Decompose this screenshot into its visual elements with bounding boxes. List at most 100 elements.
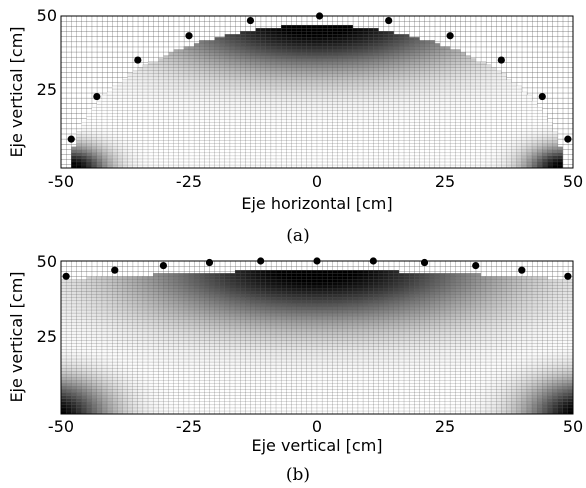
heatmap-cell: [490, 140, 497, 144]
heatmap-cell: [163, 152, 169, 157]
heatmap-cell: [301, 97, 307, 102]
heatmap-cell: [209, 346, 215, 350]
heatmap-cell: [173, 91, 179, 96]
heatmap-cell: [424, 155, 430, 160]
heatmap-cell: [255, 119, 261, 123]
heatmap-cell: [168, 346, 174, 350]
heatmap-cell: [137, 107, 144, 111]
heatmap-cell: [444, 143, 451, 147]
heatmap-cell: [204, 315, 210, 320]
heatmap-cell: [142, 97, 149, 102]
heatmap-cell: [506, 125, 512, 129]
heatmap-cell: [158, 383, 164, 387]
heatmap-cell: [240, 58, 246, 62]
heatmap-cell: [373, 122, 379, 126]
heatmap-cell: [219, 389, 226, 393]
heatmap-cell: [147, 364, 154, 369]
heatmap-cell: [229, 131, 236, 135]
heatmap-cell: [337, 128, 343, 132]
heatmap-cell: [127, 380, 133, 384]
heatmap-cell: [229, 128, 236, 132]
heatmap-cell: [449, 100, 456, 105]
heatmap-cell: [408, 152, 415, 157]
heatmap-cell: [449, 85, 456, 90]
heatmap-cell: [209, 325, 215, 329]
heatmap-cell: [152, 352, 159, 357]
heatmap-cell: [127, 276, 133, 280]
heatmap-cell: [383, 94, 389, 99]
heatmap-cell: [168, 358, 174, 363]
heatmap-cell: [209, 340, 215, 344]
heatmap-cell: [147, 122, 154, 126]
heatmap-cell: [168, 352, 174, 357]
heatmap-cell: [352, 82, 359, 87]
heatmap-cell: [460, 161, 466, 166]
heatmap-cell: [511, 158, 517, 163]
heatmap-cell: [173, 361, 179, 366]
heatmap-cell: [270, 125, 277, 129]
heatmap-cell: [368, 100, 374, 105]
heatmap-cell: [506, 161, 512, 166]
heatmap-cell: [316, 110, 323, 114]
heatmap-cell: [434, 49, 441, 53]
heatmap-cell: [506, 94, 512, 99]
heatmap-cell: [327, 85, 333, 90]
heatmap-cell: [352, 73, 359, 78]
heatmap-cell: [368, 73, 374, 78]
heatmap-cell: [117, 404, 123, 409]
heatmap-cell: [429, 119, 435, 123]
heatmap-cell: [142, 401, 149, 406]
heatmap-cell: [245, 52, 251, 56]
heatmap-cell: [152, 79, 159, 84]
heatmap-cell: [419, 73, 425, 78]
heatmap-cell: [142, 67, 149, 71]
heatmap-cell: [270, 97, 277, 102]
heatmap-cell: [368, 128, 374, 132]
heatmap-cell: [86, 325, 92, 329]
heatmap-cell: [152, 343, 159, 347]
heatmap-cell: [214, 294, 220, 298]
heatmap-cell: [296, 158, 302, 163]
heatmap-cell: [224, 79, 231, 84]
heatmap-cell: [439, 107, 446, 111]
heatmap-cell: [127, 349, 133, 354]
heatmap-cell: [193, 398, 200, 402]
heatmap-cell: [526, 122, 533, 126]
heatmap-cell: [362, 103, 369, 108]
heatmap-cell: [434, 149, 441, 154]
heatmap-cell: [234, 155, 241, 160]
heatmap-cell: [204, 88, 210, 93]
heatmap-cell: [229, 61, 236, 65]
heatmap-cell: [101, 158, 108, 163]
heatmap-cell: [60, 398, 67, 402]
heatmap-cell: [321, 116, 328, 120]
heatmap-cell: [347, 149, 354, 154]
heatmap-cell: [199, 49, 205, 53]
heatmap-cell: [60, 279, 67, 283]
heatmap-cell: [147, 340, 154, 344]
heatmap-cell: [424, 70, 430, 74]
heatmap-cell: [316, 146, 323, 150]
heatmap-cell: [183, 46, 190, 50]
heatmap-cell: [485, 134, 492, 138]
heatmap-cell: [173, 82, 179, 87]
heatmap-cell: [91, 322, 98, 326]
heatmap-cell: [255, 137, 261, 141]
heatmap-cell: [286, 143, 292, 147]
heatmap-cell: [117, 288, 123, 292]
heatmap-cell: [71, 395, 77, 399]
heatmap-cell: [188, 49, 195, 53]
heatmap-cell: [240, 125, 246, 129]
heatmap-cell: [183, 340, 190, 344]
heatmap-cell: [86, 364, 92, 369]
heatmap-cell: [224, 134, 231, 138]
heatmap-cell: [296, 73, 302, 78]
heatmap-cell: [511, 107, 517, 111]
heatmap-cell: [327, 31, 333, 35]
heatmap-cell: [337, 31, 343, 35]
heatmap-cell: [127, 334, 133, 338]
heatmap-cell: [91, 318, 98, 323]
heatmap-cell: [168, 303, 174, 308]
heatmap-cell: [255, 116, 261, 120]
heatmap-cell: [496, 85, 502, 90]
